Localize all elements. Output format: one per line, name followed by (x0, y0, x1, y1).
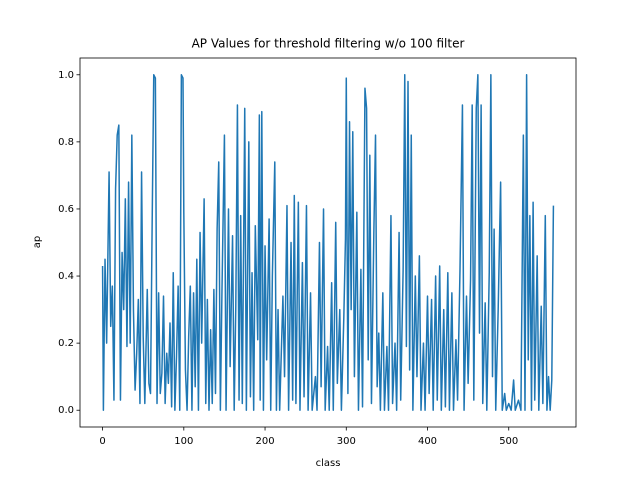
x-tick-label: 100 (174, 436, 193, 447)
x-tick-label: 300 (337, 436, 356, 447)
x-tick-label: 400 (418, 436, 437, 447)
y-tick-label: 1.0 (58, 70, 74, 81)
x-tick-label: 200 (255, 436, 274, 447)
plot-frame (79, 57, 577, 428)
x-tick-label: 0 (99, 436, 105, 447)
y-axis-label: ap (32, 236, 43, 248)
y-tick-label: 0.0 (58, 405, 74, 416)
x-axis-label: class (316, 458, 341, 469)
y-tick-label: 0.2 (58, 338, 74, 349)
x-tick-label: 500 (499, 436, 518, 447)
y-tick-label: 0.8 (58, 137, 74, 148)
y-tick-label: 0.6 (58, 204, 74, 215)
data-line (101, 74, 555, 411)
chart-title: AP Values for threshold filtering w/o 10… (192, 37, 465, 51)
y-tick-label: 0.4 (58, 271, 74, 282)
